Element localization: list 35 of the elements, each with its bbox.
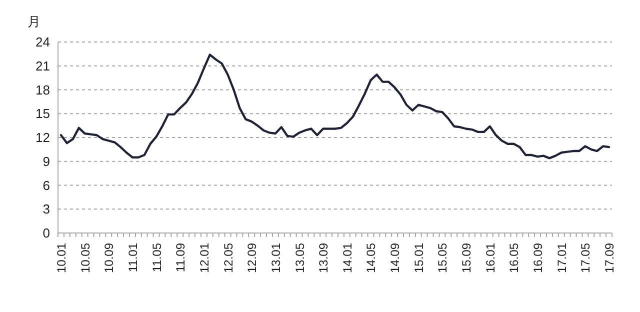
x-tick-label: 17.01 [554,242,569,274]
y-tick-label: 18 [36,82,50,98]
x-tick-label: 15.09 [460,242,474,274]
x-tick-label: 15.01 [412,242,426,274]
x-tick-label: 11.01 [126,242,140,272]
x-tick-label: 13.01 [268,242,283,274]
x-tick-label: 13.05 [292,242,307,274]
y-tick-label: 24 [36,34,50,50]
x-tick-label: 17.09 [602,242,617,274]
y-axis-title: 月 [28,14,40,29]
x-tick-label: 11.09 [174,242,188,272]
y-tick-label: 9 [42,154,50,169]
x-tick-label: 12.05 [221,242,236,274]
y-tick-label: 21 [36,58,50,74]
x-tick-label: 13.09 [316,242,331,274]
y-tick-label: 3 [42,202,50,217]
y-tick-label: 12 [36,130,50,145]
x-tick-label: 12.09 [245,242,260,274]
x-tick-label: 17.05 [578,242,593,274]
x-tick-label: 11.05 [150,242,164,272]
y-tick-label: 0 [42,226,50,240]
x-tick-label: 10.05 [78,242,92,274]
x-tick-label: 16.05 [507,242,522,274]
x-tick-label: 14.09 [388,242,402,274]
x-tick-label: 16.01 [483,242,498,274]
x-tick-label: 10.01 [54,242,68,274]
x-tick-label: 14.01 [340,242,354,274]
line-series [60,54,610,160]
y-tick-label: 6 [42,178,50,193]
x-tick-label: 14.05 [364,242,378,274]
y-tick-label: 15 [36,106,50,122]
x-tick-label: 10.09 [102,242,116,274]
x-tick-label: 16.09 [531,242,546,274]
x-tick-label: 15.05 [436,242,450,274]
x-tick-label: 12.01 [197,242,212,274]
